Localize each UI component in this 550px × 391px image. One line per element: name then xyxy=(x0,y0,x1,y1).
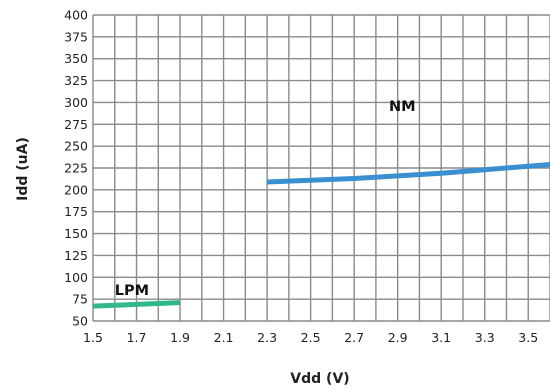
y-tick-label: 175 xyxy=(64,204,88,219)
y-tick-label: 400 xyxy=(64,8,88,23)
y-tick-label: 350 xyxy=(64,51,88,66)
x-tick-label: 3.5 xyxy=(518,330,538,345)
chart-annotations: NM LPM xyxy=(115,99,416,299)
y-tick-label: 250 xyxy=(64,139,88,154)
y-axis-label: Idd (uA) xyxy=(15,137,31,201)
y-tick-label: 200 xyxy=(64,182,88,197)
series-line-lpm xyxy=(92,300,181,309)
x-tick-label: 2.7 xyxy=(344,330,364,345)
x-tick-label: 1.9 xyxy=(170,330,190,345)
y-axis-ticks: 400 375 350 325 300 275 250 225 200 175 150 125 100 7… xyxy=(64,8,88,329)
x-axis-label: Vdd (V) xyxy=(290,371,349,387)
x-tick-label: 2.5 xyxy=(301,330,321,345)
x-tick-label: 1.5 xyxy=(83,330,103,345)
series-label-lpm: LPM xyxy=(115,283,149,299)
x-axis-ticks: 1.5 1.7 1.9 2.1 2.3 2.5 2.7 2.9 3.1 3.3 3.5 xyxy=(83,330,538,345)
x-tick-label: 1.7 xyxy=(127,330,147,345)
chart-series xyxy=(92,162,550,309)
x-tick-label: 2.3 xyxy=(257,330,277,345)
y-tick-label: 75 xyxy=(72,292,88,307)
y-tick-label: 375 xyxy=(64,29,88,44)
y-tick-label: 125 xyxy=(64,248,88,263)
x-tick-label: 3.3 xyxy=(475,330,495,345)
x-tick-label: 3.1 xyxy=(431,330,451,345)
y-tick-label: 275 xyxy=(64,117,88,132)
y-tick-label: 225 xyxy=(64,161,88,176)
y-tick-label: 100 xyxy=(64,270,88,285)
y-tick-label: 50 xyxy=(72,314,88,329)
series-label-nm: NM xyxy=(389,99,416,115)
y-tick-label: 300 xyxy=(64,95,88,110)
y-tick-label: 325 xyxy=(64,73,88,88)
y-tick-label: 150 xyxy=(64,226,88,241)
chart-grid xyxy=(92,14,550,322)
series-line-nm xyxy=(266,162,550,185)
x-tick-label: 2.9 xyxy=(388,330,408,345)
x-tick-label: 2.1 xyxy=(214,330,234,345)
